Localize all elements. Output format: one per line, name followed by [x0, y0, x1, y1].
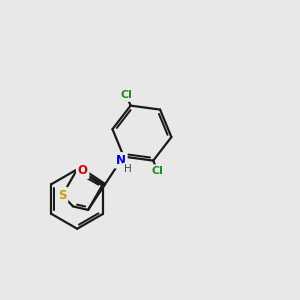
Text: S: S — [58, 189, 67, 202]
Text: Cl: Cl — [120, 90, 132, 100]
Text: N: N — [116, 154, 126, 167]
Text: O: O — [78, 164, 88, 177]
Text: Cl: Cl — [152, 166, 164, 176]
Text: H: H — [124, 164, 131, 174]
